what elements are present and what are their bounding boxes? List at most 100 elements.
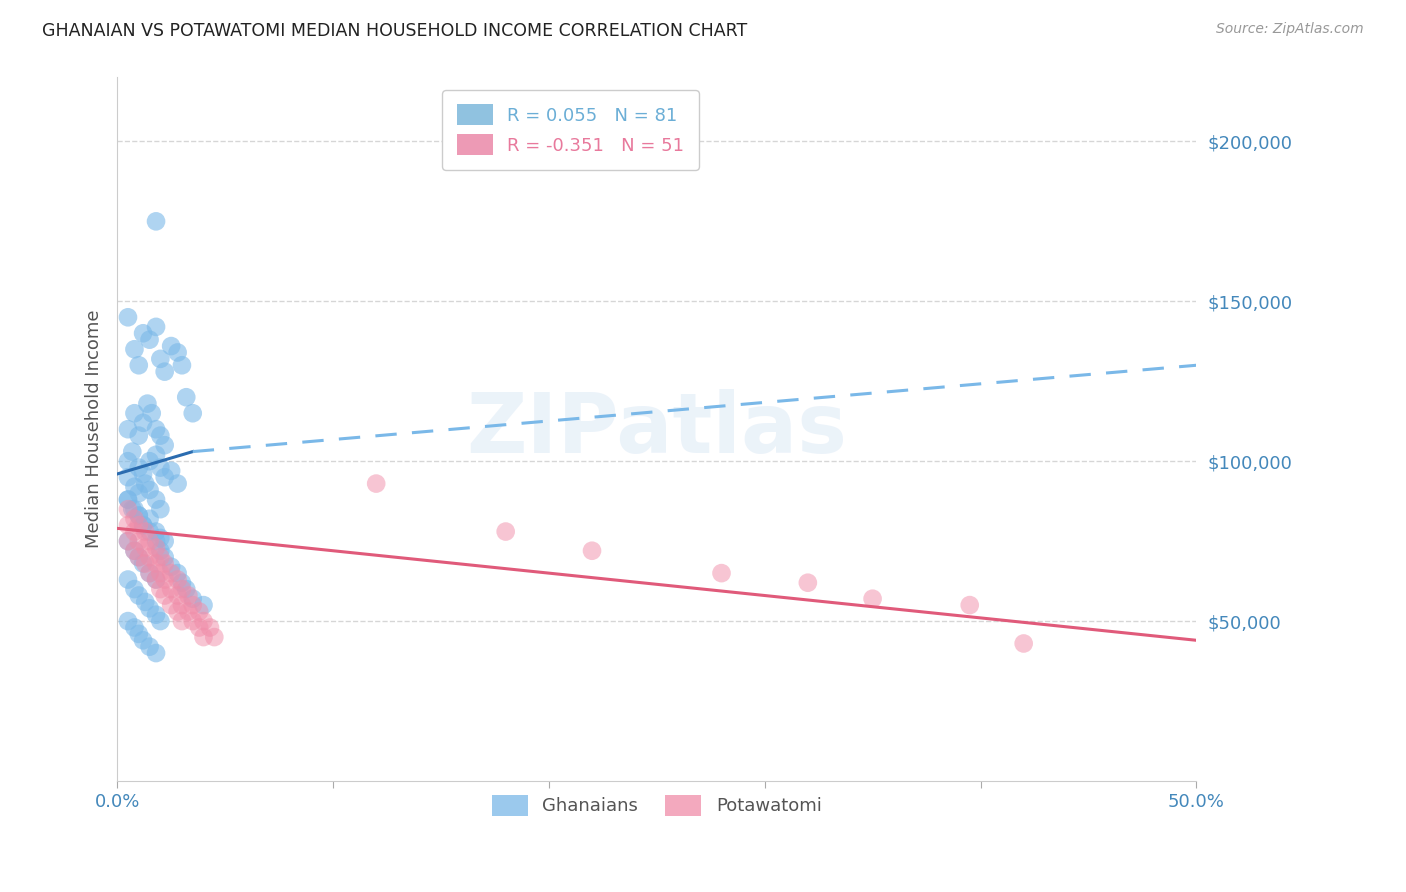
Point <box>145 214 167 228</box>
Point <box>166 476 188 491</box>
Point <box>160 598 183 612</box>
Point <box>124 524 146 539</box>
Point <box>138 550 160 565</box>
Point <box>128 460 150 475</box>
Point <box>117 573 139 587</box>
Point <box>134 541 156 555</box>
Point <box>128 508 150 523</box>
Point <box>193 630 215 644</box>
Point <box>149 550 172 565</box>
Point <box>138 333 160 347</box>
Point <box>188 620 211 634</box>
Text: ZIPatlas: ZIPatlas <box>467 389 848 470</box>
Point <box>495 524 517 539</box>
Point <box>959 598 981 612</box>
Point <box>128 534 150 549</box>
Point <box>132 557 155 571</box>
Point <box>166 566 188 581</box>
Point <box>117 492 139 507</box>
Point <box>124 543 146 558</box>
Point <box>797 575 820 590</box>
Point <box>124 582 146 596</box>
Point <box>181 598 204 612</box>
Point <box>145 534 167 549</box>
Point <box>149 543 172 558</box>
Point <box>132 518 155 533</box>
Point <box>145 422 167 436</box>
Point <box>138 566 160 581</box>
Point <box>134 557 156 571</box>
Point <box>181 591 204 606</box>
Point <box>170 358 193 372</box>
Point <box>153 589 176 603</box>
Point <box>128 486 150 500</box>
Point <box>145 524 167 539</box>
Point <box>117 534 139 549</box>
Point <box>145 646 167 660</box>
Point <box>174 390 197 404</box>
Point <box>141 406 163 420</box>
Point <box>124 543 146 558</box>
Point <box>170 582 193 596</box>
Point <box>149 531 172 545</box>
Point <box>117 470 139 484</box>
Point <box>124 620 146 634</box>
Point <box>117 310 139 325</box>
Point <box>1012 636 1035 650</box>
Point <box>132 416 155 430</box>
Point <box>160 339 183 353</box>
Point <box>198 620 221 634</box>
Point <box>138 640 160 654</box>
Point <box>124 343 146 357</box>
Point <box>153 470 176 484</box>
Point <box>149 428 172 442</box>
Point <box>128 550 150 565</box>
Point <box>581 543 603 558</box>
Point <box>138 601 160 615</box>
Point <box>124 512 146 526</box>
Point <box>174 582 197 596</box>
Point <box>128 518 150 533</box>
Point <box>181 406 204 420</box>
Point <box>177 589 200 603</box>
Point <box>117 518 139 533</box>
Point <box>193 598 215 612</box>
Point <box>188 605 211 619</box>
Point <box>145 557 167 571</box>
Point <box>128 627 150 641</box>
Point <box>117 502 139 516</box>
Point <box>149 502 172 516</box>
Point <box>160 559 183 574</box>
Point <box>124 502 146 516</box>
Point <box>149 351 172 366</box>
Point <box>149 582 172 596</box>
Point <box>160 582 183 596</box>
Point <box>128 589 150 603</box>
Point <box>138 483 160 497</box>
Point <box>128 550 150 565</box>
Point <box>128 358 150 372</box>
Point <box>132 518 155 533</box>
Point <box>149 614 172 628</box>
Point <box>117 534 139 549</box>
Point <box>134 524 156 539</box>
Point <box>145 448 167 462</box>
Point <box>136 397 159 411</box>
Point <box>166 589 188 603</box>
Point <box>145 573 167 587</box>
Point <box>117 492 139 507</box>
Point <box>145 492 167 507</box>
Point <box>153 550 176 565</box>
Point <box>149 460 172 475</box>
Y-axis label: Median Household Income: Median Household Income <box>86 310 103 549</box>
Text: Source: ZipAtlas.com: Source: ZipAtlas.com <box>1216 22 1364 37</box>
Point <box>117 454 139 468</box>
Point <box>170 575 193 590</box>
Point <box>138 512 160 526</box>
Point <box>153 365 176 379</box>
Point <box>160 464 183 478</box>
Point <box>149 566 172 581</box>
Point <box>366 476 388 491</box>
Point <box>160 566 183 581</box>
Point <box>128 508 150 523</box>
